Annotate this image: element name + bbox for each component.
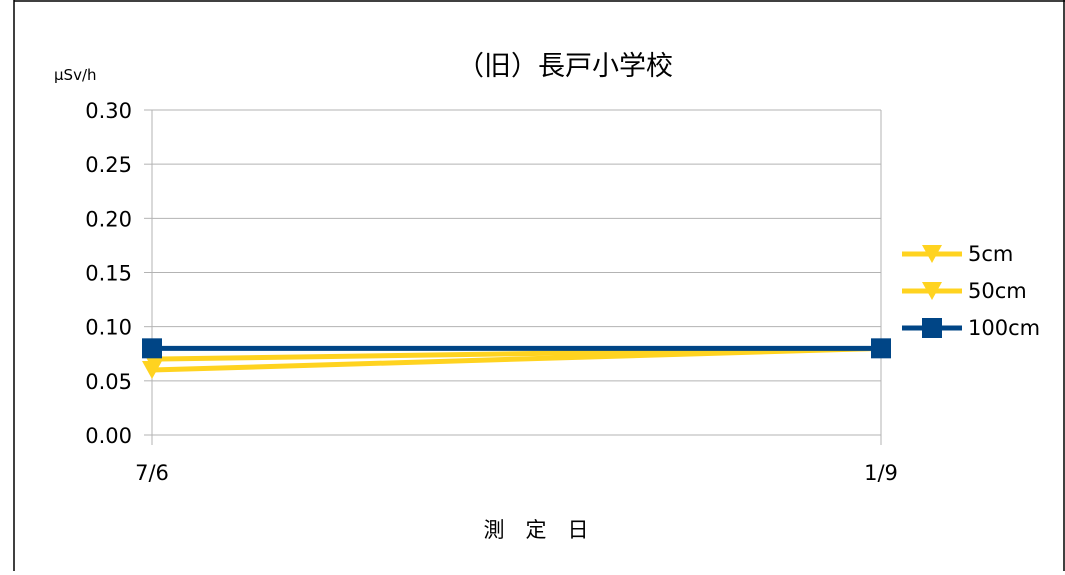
legend: 5cm 50cm 100cm bbox=[902, 242, 1040, 340]
data-point bbox=[871, 338, 891, 359]
axis-layer: 0.00 0.05 0.10 0.15 0.20 0.25 0.30 7/6 1/9 bbox=[85, 99, 898, 485]
y-tick-label: 0.15 bbox=[85, 262, 132, 286]
y-tick-label: 0.10 bbox=[85, 316, 132, 340]
series-100cm bbox=[142, 338, 891, 359]
series-layer bbox=[142, 338, 891, 379]
legend-item: 100cm bbox=[902, 316, 1040, 340]
y-tick-label: 0.30 bbox=[85, 99, 132, 123]
y-tick-label: 0.25 bbox=[85, 153, 132, 177]
y-axis-unit-label: μSv/h bbox=[54, 66, 97, 84]
y-tick-label: 0.00 bbox=[85, 424, 132, 448]
legend-item: 50cm bbox=[902, 279, 1027, 303]
x-tick-label: 1/9 bbox=[864, 461, 898, 485]
legend-marker bbox=[922, 245, 942, 263]
legend-marker bbox=[922, 282, 942, 300]
y-tick-label: 0.05 bbox=[85, 370, 132, 394]
grid-layer bbox=[151, 109, 882, 445]
legend-marker bbox=[922, 318, 942, 338]
x-axis-title: 測 定 日 bbox=[484, 518, 589, 542]
data-point bbox=[142, 361, 162, 379]
legend-label: 5cm bbox=[968, 242, 1013, 266]
legend-item: 5cm bbox=[902, 242, 1013, 266]
y-tick-label: 0.20 bbox=[85, 207, 132, 231]
x-tick-label: 7/6 bbox=[135, 461, 169, 485]
chart-title: （旧）長戸小学校 bbox=[457, 51, 673, 82]
legend-label: 100cm bbox=[968, 316, 1040, 340]
data-point bbox=[142, 338, 162, 359]
legend-label: 50cm bbox=[968, 279, 1027, 303]
